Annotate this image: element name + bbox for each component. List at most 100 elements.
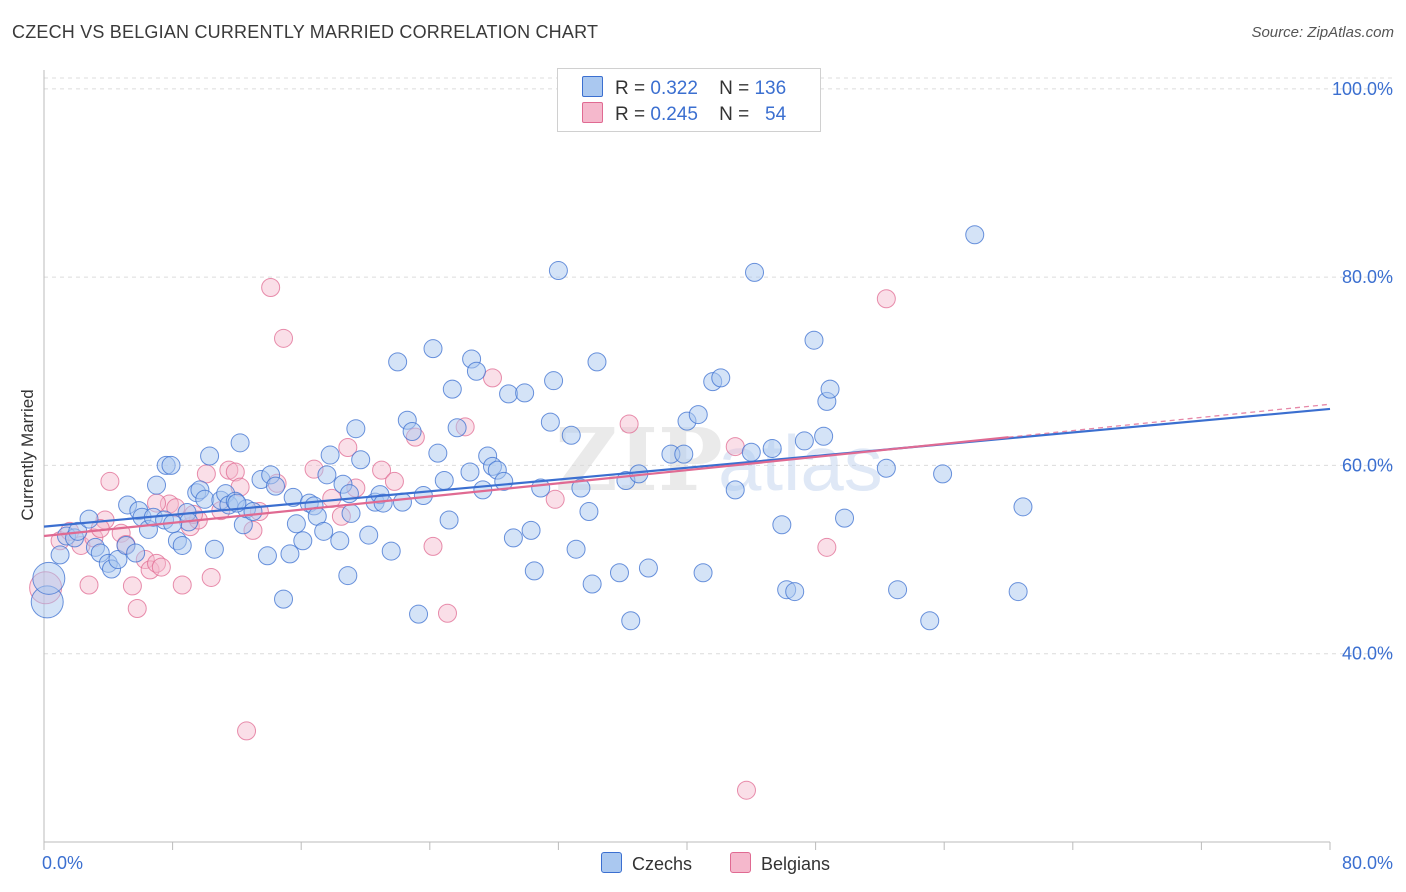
source-label: Source: ZipAtlas.com [1251,24,1394,41]
y-tick-label-3: 100.0% [1332,79,1393,99]
czech-point-55 [330,531,350,551]
belgian-point-21 [196,464,216,484]
czechs-swatch [582,76,603,97]
czech-point-126 [888,580,908,600]
belgian-point-10 [122,576,142,596]
czech-point-29 [195,489,215,509]
belgian-point-11 [127,599,147,619]
czech-point-66 [388,352,408,372]
x-tick-label-0: 0.0% [42,853,83,873]
czech-point-118 [785,582,805,602]
bottom-legend-czechs: Czechs [601,852,692,875]
tick-labels: 40.0% 60.0% 80.0% 100.0% 0.0% 80.0% [42,79,1393,873]
y-tick-label-1: 60.0% [1342,455,1393,475]
czech-point-111 [711,368,731,388]
czech-point-113 [741,442,761,462]
czech-point-45 [280,544,300,564]
czech-point-95 [566,539,586,559]
czech-point-85 [499,384,519,404]
czech-point-89 [524,561,544,581]
czech-point-75 [439,510,459,530]
czech-point-114 [745,262,765,282]
belgian-point-45 [545,489,565,509]
belgian-point-42 [437,603,457,623]
czech-point-93 [548,261,568,281]
legend-r-label: R = [615,78,646,99]
belgians-trendline-extension [1008,403,1331,438]
czech-point-41 [257,546,277,566]
czechs-legend-label: Czechs [632,854,693,874]
czech-point-48 [293,531,313,551]
czech-point-76 [442,379,462,399]
czech-point-100 [609,563,629,583]
czech-point-119 [794,431,814,451]
czech-point-125 [876,458,896,478]
y-tick-label-2: 80.0% [1342,267,1393,287]
belgian-point-24 [219,460,239,480]
belgian-point-25 [225,462,245,482]
legend-n-label: N = [719,104,750,125]
czech-point-57 [338,566,358,586]
belgians-legend-swatch [730,852,751,873]
czech-point-11 [108,550,128,570]
czech-point-121 [814,426,834,446]
x-tick-label-1: 80.0% [1342,853,1393,873]
stats-legend: R = 0.322 N = 136 R = 0.245 N = 54 [557,68,821,132]
belgians-r-value: 0.245 [650,104,698,125]
czech-point-96 [571,478,591,498]
czech-point-91 [540,412,560,432]
belgian-point-49 [817,537,837,557]
czechs-legend-swatch [601,852,622,873]
czech-point-74 [434,470,454,490]
belgian-point-41 [423,536,443,556]
czech-point-132 [460,462,480,482]
czechs-r-value: 0.322 [650,78,698,99]
czech-point-88 [521,520,541,540]
watermark: ZIP atlas [555,410,883,511]
czech-point-73 [428,443,448,463]
czech-point-24 [172,535,192,555]
czech-point-120 [804,330,824,350]
czech-point-77 [447,418,467,438]
czech-point-99 [587,352,607,372]
czech-point-127 [920,611,940,631]
czech-point-109 [693,563,713,583]
belgian-point-38 [372,460,392,480]
czech-point-129 [965,225,985,245]
czech-point-131 [1013,497,1033,517]
belgian-point-4 [79,575,99,595]
czech-point-87 [515,383,535,403]
czech-point-52 [314,521,334,541]
czech-point-67 [392,492,412,512]
czech-point-86 [503,528,523,548]
czech-point-54 [320,445,340,465]
chart-title: CZECH VS BELGIAN CURRENTLY MARRIED CORRE… [12,22,599,42]
czech-point-30 [200,446,220,466]
czech-point-98 [582,574,602,594]
czech-point-53 [317,465,337,485]
belgian-point-46 [619,414,639,434]
belgian-point-18 [172,575,192,595]
czech-point-72 [423,339,443,359]
czechs-points [30,225,1033,631]
czech-point-128 [933,464,953,484]
czech-point-123 [820,379,840,399]
czech-point-115 [762,438,782,458]
belgians-n-value: 54 [765,104,787,125]
czech-point-69 [402,422,422,442]
belgians-legend-label: Belgians [761,854,831,874]
czech-point-47 [286,514,306,534]
czech-point-130 [1008,582,1028,602]
czech-point-44 [274,589,294,609]
belgians-swatch [582,102,603,123]
czechs-n-value: 136 [754,78,787,99]
czech-point-104 [638,558,658,578]
czech-point-65 [381,541,401,561]
czech-point-124 [835,508,855,528]
czech-point-102 [621,611,641,631]
grid-lines [44,77,1392,655]
belgians-trendline [43,436,1009,538]
czech-point-108 [688,405,708,425]
czech-point-14 [126,543,146,563]
